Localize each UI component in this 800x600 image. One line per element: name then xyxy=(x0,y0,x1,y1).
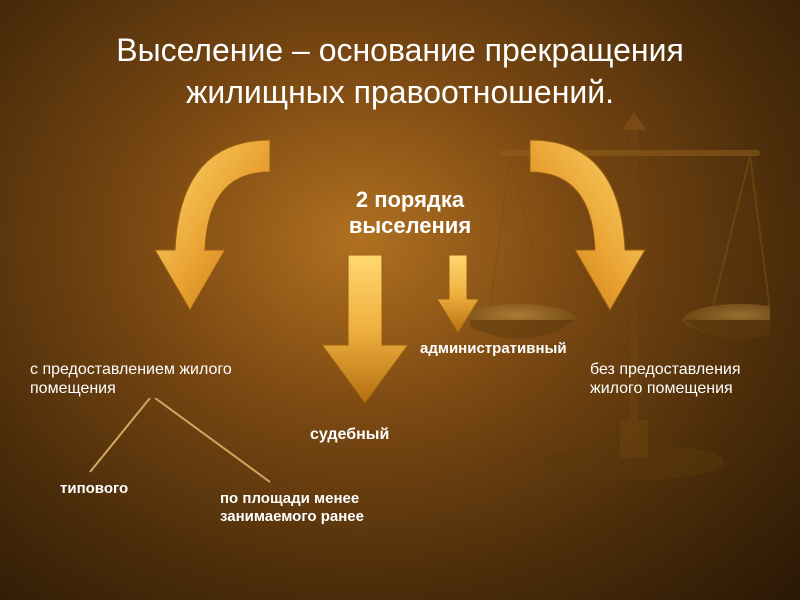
down-arrow-admin xyxy=(435,255,481,340)
label-without-provision: без предоставления жилого помещения xyxy=(590,360,780,398)
down-arrow-judicial xyxy=(320,255,410,410)
v-connector-lines xyxy=(60,398,340,493)
label-smaller-area: по площади менее занимаемого ранее xyxy=(220,490,410,526)
diagram-title: Выселение – основание прекращения жилищн… xyxy=(0,0,800,123)
curved-arrow-right xyxy=(500,130,650,335)
label-admin: административный xyxy=(420,340,590,358)
diagram-subtitle: 2 порядка выселения xyxy=(330,187,490,240)
label-with-provision: с предоставлением жилого помещения xyxy=(30,360,250,398)
curved-arrow-left xyxy=(150,130,300,335)
